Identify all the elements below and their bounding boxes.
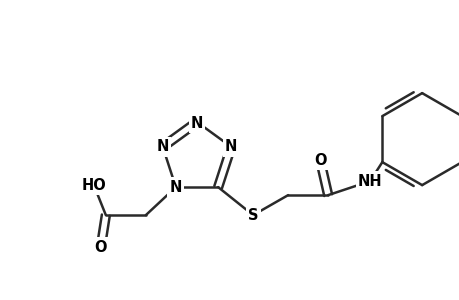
- Text: HO: HO: [81, 178, 106, 193]
- Text: N: N: [224, 140, 237, 154]
- Text: NH: NH: [357, 174, 381, 189]
- Text: N: N: [156, 140, 168, 154]
- Text: N: N: [169, 180, 182, 195]
- Text: N: N: [190, 116, 203, 130]
- Text: O: O: [313, 153, 326, 168]
- Text: O: O: [95, 240, 107, 255]
- Text: S: S: [247, 208, 258, 223]
